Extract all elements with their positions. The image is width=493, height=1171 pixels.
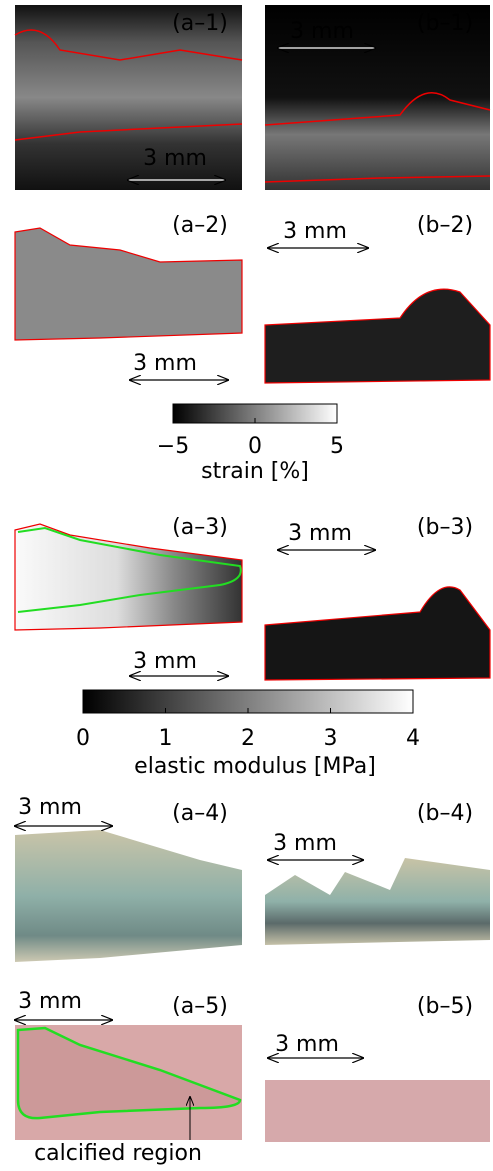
colorbar-tick-label: 5 — [330, 434, 344, 459]
scale-bar-label: 3 mm — [18, 795, 82, 820]
panel-label: (a–5) — [172, 994, 228, 1019]
boundary — [264, 175, 491, 183]
colorbar-tick-label: 0 — [76, 726, 90, 751]
colorbar-tick-label: 3 — [324, 726, 338, 751]
panel-label: (a–2) — [172, 213, 228, 238]
panel-label: (b–2) — [417, 213, 473, 238]
scale-bar-label: 3 mm — [288, 521, 352, 546]
colorbar-label: elastic modulus [MPa] — [134, 754, 376, 779]
scale-bar-label: 3 mm — [290, 19, 354, 44]
colorbar-tick-label: 4 — [406, 726, 420, 751]
histology-image — [265, 1080, 490, 1142]
strain-map — [264, 288, 491, 384]
calcified-outline — [16, 1026, 242, 1120]
panel-label: (b–3) — [417, 515, 473, 540]
boundary — [14, 123, 243, 141]
scale-bar-label: 3 mm — [283, 219, 347, 244]
ultrasound-image — [15, 5, 242, 190]
scale-bar-label: 3 mm — [18, 989, 82, 1014]
modulus-map — [14, 523, 243, 631]
ultrasound-image — [265, 5, 490, 190]
colorbar-tick-label: 0 — [248, 434, 262, 459]
panel-label: (b–5) — [417, 994, 473, 1019]
panel-label: (b–4) — [417, 801, 473, 826]
strain-map — [14, 227, 243, 341]
panel-label: (a–3) — [172, 515, 228, 540]
scale-bar-label: 3 mm — [275, 1032, 339, 1057]
scale-bar-label: 3 mm — [273, 831, 337, 856]
scale-bar-label: 3 mm — [133, 649, 197, 674]
scale-bar-label: 3 mm — [143, 146, 207, 171]
histology-image — [15, 830, 242, 962]
panel-label: (b–1) — [417, 11, 473, 36]
colorbar-tick-label: −5 — [157, 434, 189, 459]
colorbar-tick-label: 2 — [241, 726, 255, 751]
scale-bar-label: 3 mm — [133, 351, 197, 376]
boundary — [14, 29, 243, 61]
modulus-map — [264, 586, 491, 681]
panel-label: (a–1) — [172, 11, 228, 36]
colorbar-tick-label: 1 — [159, 726, 173, 751]
histology-image — [265, 858, 490, 945]
calcified-outline — [17, 526, 242, 613]
annotation: calcified region — [34, 1141, 202, 1166]
colorbar-label: strain [%] — [201, 459, 309, 484]
boundary — [264, 92, 491, 126]
panel-label: (a–4) — [172, 801, 228, 826]
